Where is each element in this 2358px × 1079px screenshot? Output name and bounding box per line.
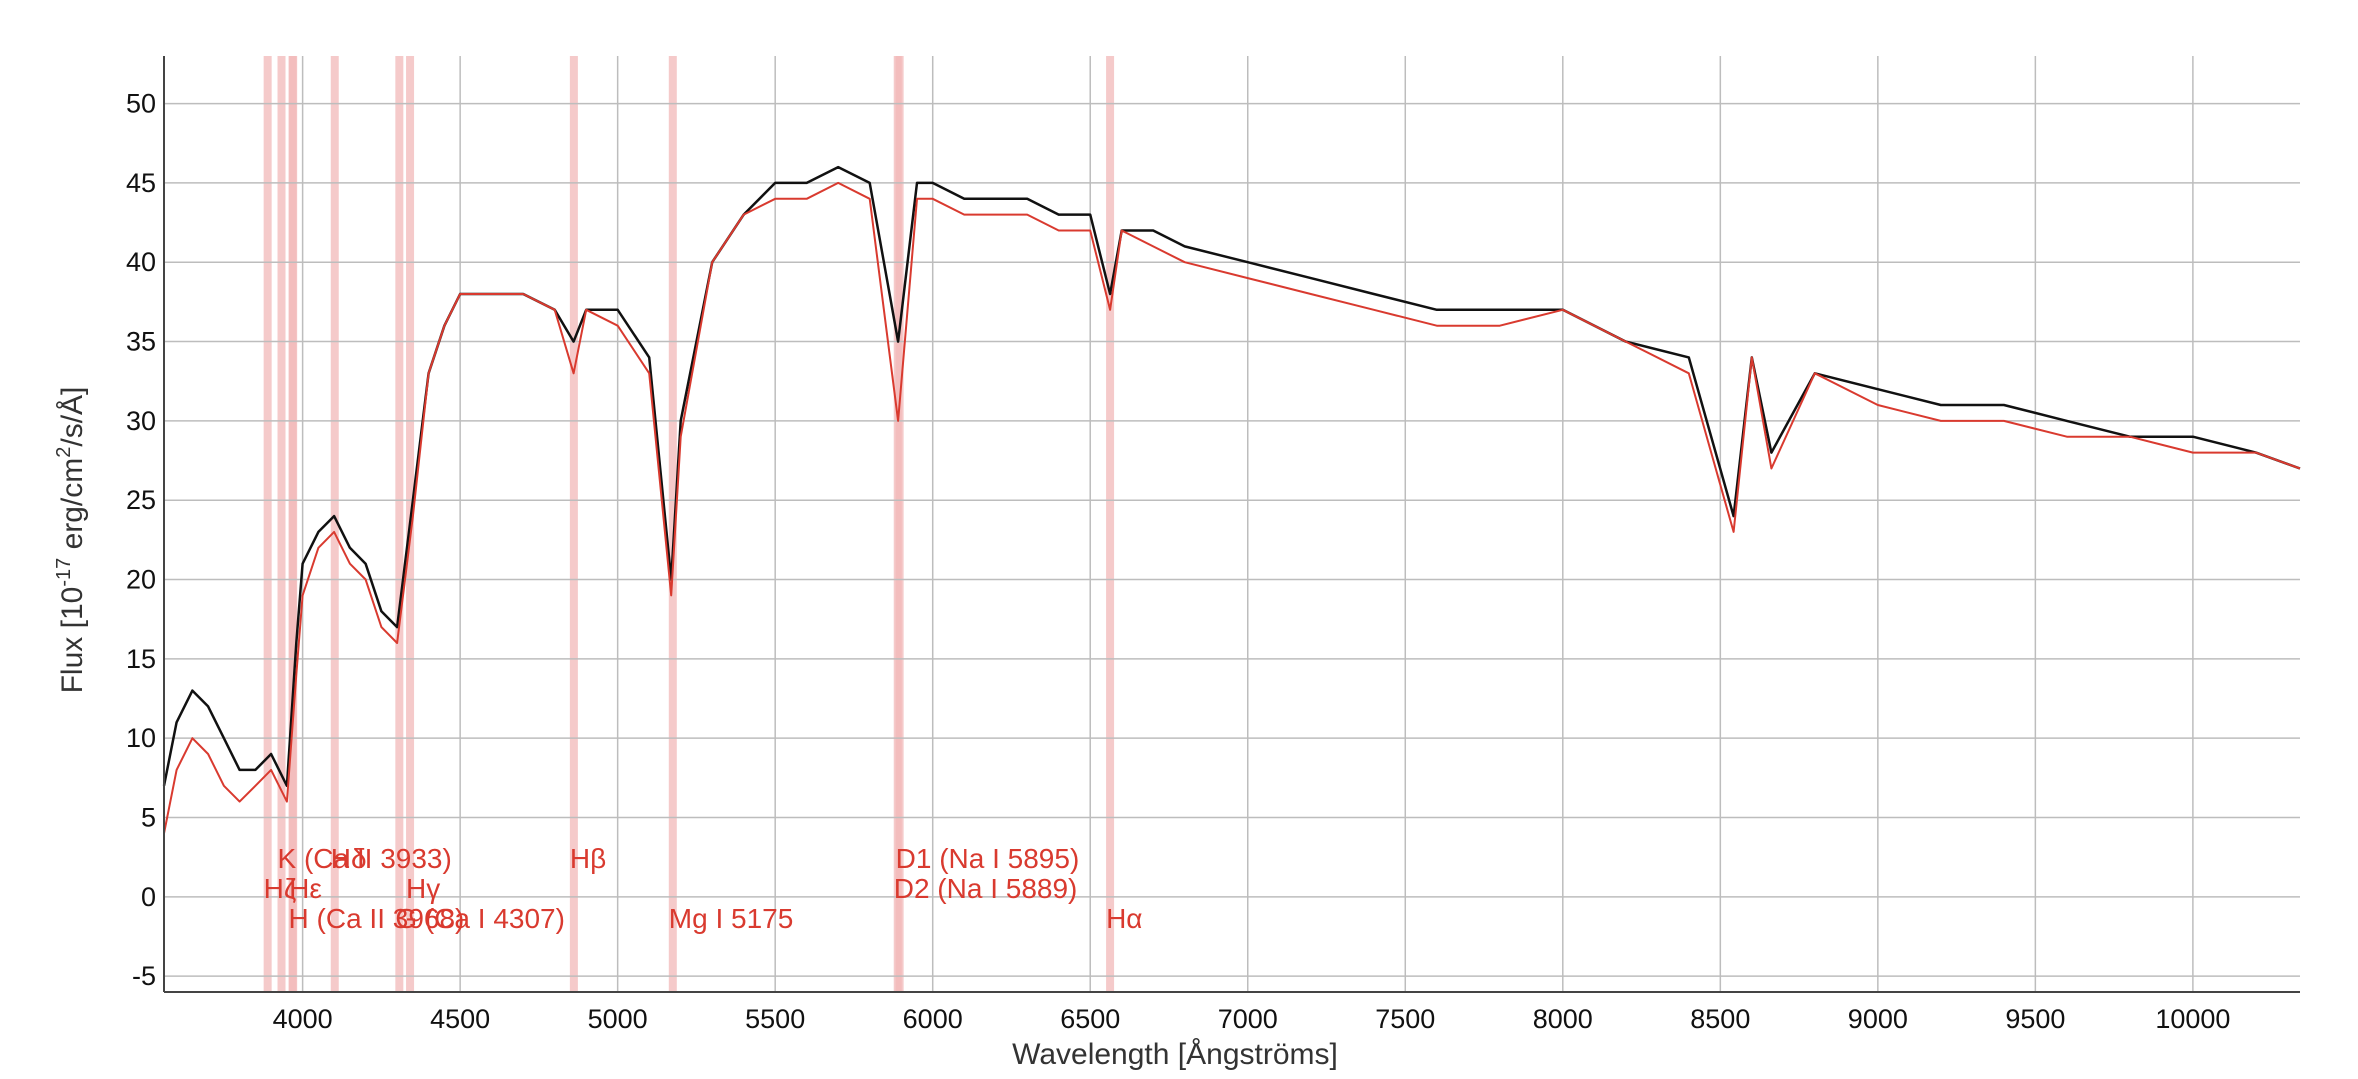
spectral-line-label-4: Hδ bbox=[331, 843, 367, 874]
spectral-line-band-0 bbox=[263, 56, 272, 992]
spectral-line-label-7: Hβ bbox=[570, 843, 606, 874]
spectral-line-label-2: H (Ca II 3968) bbox=[289, 903, 465, 934]
x-tick-label-4: 6000 bbox=[903, 1004, 963, 1034]
y-tick-label-9: 40 bbox=[126, 247, 156, 277]
y-tick-label-0: -5 bbox=[132, 961, 156, 991]
x-tick-label-10: 9000 bbox=[1848, 1004, 1908, 1034]
spectral-line-band-7 bbox=[569, 56, 578, 992]
plot-grid bbox=[164, 56, 2300, 992]
y-tick-label-8: 35 bbox=[126, 327, 156, 357]
y-tick-label-11: 50 bbox=[126, 89, 156, 119]
model-spectrum-line bbox=[163, 181, 2301, 834]
x-axis-title: Wavelength [Ångströms] bbox=[1012, 1038, 1338, 1071]
spectral-line-label-3: Hε bbox=[289, 873, 322, 904]
y-tick-label-2: 5 bbox=[141, 802, 156, 832]
y-tick-label-6: 25 bbox=[126, 485, 156, 515]
x-tick-label-3: 5500 bbox=[745, 1004, 805, 1034]
spectral-line-label-11: Hα bbox=[1106, 903, 1142, 934]
spectral-line-label-0: Hζ bbox=[264, 873, 297, 904]
y-tick-label-1: 0 bbox=[141, 882, 156, 912]
x-tick-label-7: 7500 bbox=[1375, 1004, 1435, 1034]
observed-spectrum-line bbox=[162, 165, 2301, 788]
x-tick-label-11: 9500 bbox=[2005, 1004, 2065, 1034]
x-tick-label-1: 4500 bbox=[430, 1004, 490, 1034]
y-tick-label-3: 10 bbox=[126, 723, 156, 753]
spectral-line-label-10: D1 (Na I 5895) bbox=[896, 843, 1080, 874]
spectral-line-band-5 bbox=[395, 56, 404, 992]
plot-axes bbox=[163, 56, 2300, 993]
spectral-line-label-6: Hγ bbox=[406, 873, 440, 904]
x-tick-label-12: 10000 bbox=[2155, 1004, 2230, 1034]
spectral-line-label-9: D2 (Na I 5889) bbox=[894, 873, 1078, 904]
spectral-line-label-1: K (Ca II 3933) bbox=[278, 843, 452, 874]
spectral-line-band-10 bbox=[895, 56, 904, 992]
spectral-line-band-3 bbox=[289, 56, 298, 992]
y-tick-label-5: 20 bbox=[126, 565, 156, 595]
y-tick-label-7: 30 bbox=[126, 406, 156, 436]
x-tick-label-5: 6500 bbox=[1060, 1004, 1120, 1034]
spectral-line-band-4 bbox=[330, 56, 339, 992]
y-axis-title: Flux [10-17 erg/cm2/s/Å] bbox=[53, 387, 89, 694]
spectral-line-band-11 bbox=[1106, 56, 1115, 992]
spectral-line-labels: HζK (Ca II 3933) H (Ca II 3968)Hε Hδ G (Ca … bbox=[264, 843, 1143, 934]
spectral-line-band-1 bbox=[277, 56, 286, 992]
tick-labels: 4000 4500 5000 5500 6000 6500 7000 7500 8000 8500… bbox=[126, 89, 2230, 1034]
y-tick-label-10: 45 bbox=[126, 168, 156, 198]
spectral-line-label-5: G (Ca I 4307) bbox=[395, 903, 565, 934]
spectral-line-label-8: Mg I 5175 bbox=[669, 903, 794, 934]
spectrum-series bbox=[162, 165, 2301, 834]
y-tick-label-4: 15 bbox=[126, 644, 156, 674]
spectral-line-band-8 bbox=[668, 56, 677, 992]
x-tick-label-2: 5000 bbox=[588, 1004, 648, 1034]
x-tick-label-9: 8500 bbox=[1690, 1004, 1750, 1034]
x-tick-label-6: 7000 bbox=[1218, 1004, 1278, 1034]
x-tick-label-8: 8000 bbox=[1533, 1004, 1593, 1034]
x-tick-label-0: 4000 bbox=[273, 1004, 333, 1034]
